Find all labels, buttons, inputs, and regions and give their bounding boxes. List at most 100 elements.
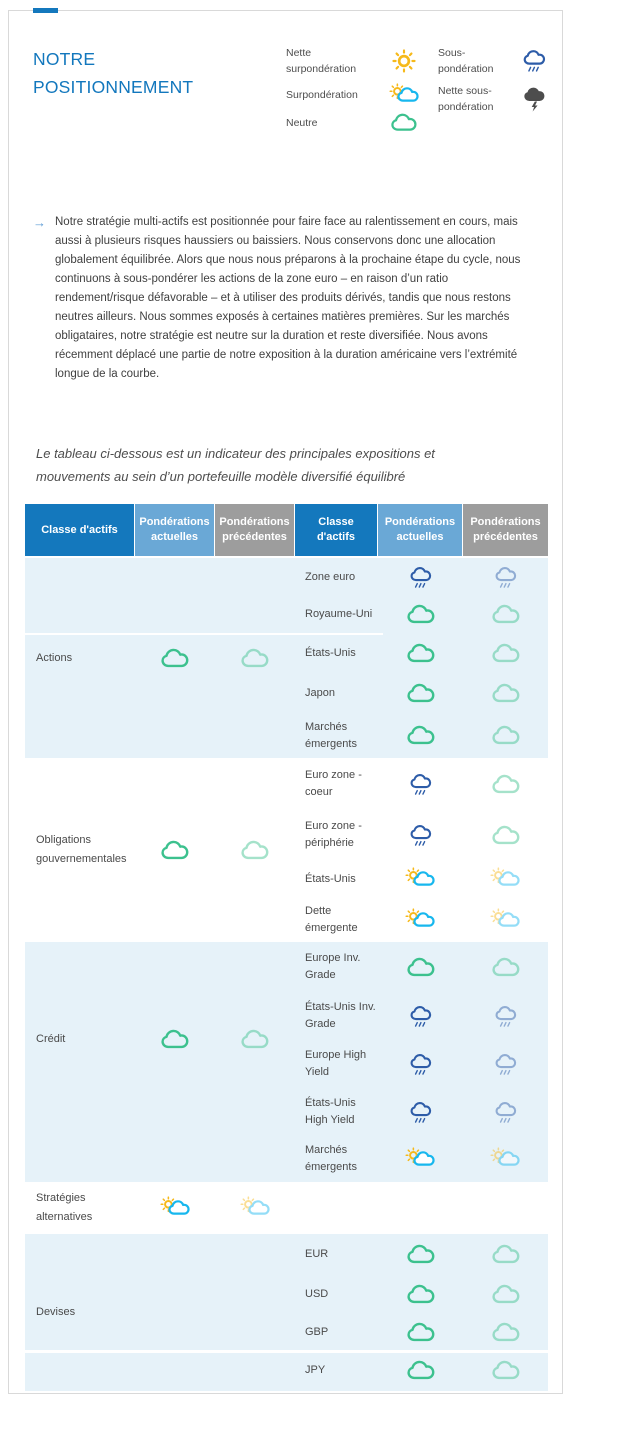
cloud-green-icon (406, 1359, 436, 1381)
table-header-cell: Pondérations actuelles (135, 504, 215, 556)
asset-subclass-cell: Euro zone - coeur (295, 758, 378, 810)
rain-cloud-icon (407, 772, 434, 797)
sun-cloud-icon (239, 1196, 272, 1219)
asset-subclass-label: GBP (305, 1325, 329, 1338)
row-group-separator (25, 1350, 548, 1353)
page: { "colors": { "accent_blue": "#1478bd", … (0, 8, 629, 1394)
legend-label: Neutre (286, 116, 318, 129)
table-header-row: Classe d'actifs Pondérations actuelles Pon… (25, 504, 548, 556)
current-weighting-cell (378, 1350, 463, 1391)
legend-item: Neutre (286, 112, 428, 133)
rain-cloud-icon (492, 1100, 519, 1125)
previous-weighting-cell (215, 942, 295, 1136)
table-section-cr-dit: Crédit Europe Inv. Grade États-Unis Inv. G… (25, 942, 548, 1182)
current-weighting-cell (378, 1136, 463, 1182)
previous-weighting-cell (463, 633, 548, 673)
previous-weighting-cell (463, 992, 548, 1040)
current-weighting-cell (378, 942, 463, 992)
cloud-green-icon (406, 1243, 436, 1265)
current-weighting-cell (135, 558, 215, 758)
current-weighting-cell (135, 942, 215, 1136)
asset-subclass-label: USD (305, 1287, 329, 1300)
legend-label: Surpondération (286, 88, 358, 101)
commentary-block: → Notre stratégie multi-actifs est posit… (33, 213, 538, 384)
cloud-green-icon (406, 642, 436, 664)
current-weighting-cell (378, 1314, 463, 1350)
cloud-green-icon (406, 1321, 436, 1343)
asset-class-cell: Obligations gouvernementales (25, 758, 135, 942)
current-weighting-cell (378, 1040, 463, 1088)
sun-cloud-icon (404, 908, 437, 931)
sun-cloud-icon (159, 1196, 192, 1219)
cloud-green-icon (160, 839, 190, 861)
positioning-table: Classe d'actifs Pondérations actuelles Pon… (25, 504, 548, 1391)
legend-icon-cell (508, 48, 560, 73)
previous-weighting-cell (463, 596, 548, 633)
cloud-green-icon (491, 773, 521, 795)
sun-cloud-icon (388, 83, 421, 106)
rain-cloud-icon (407, 1100, 434, 1125)
table-header-cell: Pondérations précédentes (463, 504, 548, 556)
asset-subclass-label: Marchés émergents (305, 1144, 357, 1173)
asset-subclass-label: États-Unis High Yield (305, 1097, 356, 1126)
sun-cloud-icon (404, 867, 437, 890)
previous-weighting-cell (463, 942, 548, 992)
cloud-green-icon (406, 1283, 436, 1305)
sun-cloud-icon (404, 1147, 437, 1170)
cloud-green-icon (491, 682, 521, 704)
previous-weighting-cell (463, 558, 548, 596)
cloud-green-icon (240, 839, 270, 861)
current-weighting-cell (378, 1234, 463, 1274)
asset-subclass-cell: EUR (295, 1234, 378, 1274)
current-weighting-cell (378, 633, 463, 673)
storm-cloud-icon (520, 85, 548, 113)
asset-subclass-cell: Marchés émergents (295, 1136, 378, 1182)
previous-weighting-cell (215, 758, 295, 942)
rain-cloud-icon (492, 1004, 519, 1029)
card-header: NOTRE POSITIONNEMENT Nette surpondératio… (9, 11, 562, 163)
legend-item: Surpondération (286, 83, 428, 106)
cloud-green-icon (491, 956, 521, 978)
sun-cloud-icon (489, 1147, 522, 1170)
current-weighting-cell (378, 1274, 463, 1314)
previous-weighting-cell (463, 1234, 548, 1274)
rain-cloud-icon (492, 1052, 519, 1077)
previous-weighting-cell (463, 673, 548, 713)
asset-subclass-label: EUR (305, 1247, 329, 1260)
cloud-green-icon (491, 824, 521, 846)
cloud-green-icon (406, 603, 436, 625)
table-header-cell: Pondérations précédentes (215, 504, 295, 556)
asset-subclass-cell: États-Unis (295, 860, 378, 898)
asset-subclass-cell: Europe Inv. Grade (295, 942, 378, 992)
current-weighting-cell (378, 860, 463, 898)
asset-subclass-label: JPY (305, 1364, 326, 1376)
rain-cloud-icon (407, 1052, 434, 1077)
asset-subclass-label: Marchés émergents (305, 720, 357, 750)
cloud-green-icon (491, 724, 521, 746)
asset-subclass-cell: GBP (295, 1314, 378, 1350)
asset-subclass-label: États-Unis (305, 872, 356, 885)
asset-subclass-label: Japon (305, 686, 335, 699)
previous-weighting-cell (463, 1274, 548, 1314)
rain-cloud-icon (407, 1004, 434, 1029)
asset-class-label: Stratégies alternatives (36, 1192, 93, 1223)
cloud-green-icon (406, 724, 436, 746)
current-weighting-cell (378, 992, 463, 1040)
asset-subclass-cell: États-Unis High Yield (295, 1088, 378, 1136)
rain-cloud-icon (520, 48, 548, 73)
current-weighting-cell (378, 558, 463, 596)
asset-subclass-cell: Zone euro (295, 558, 378, 596)
rain-cloud-icon (492, 565, 519, 590)
asset-subclass-label: Royaume-Uni (305, 608, 373, 620)
cloud-green-icon (491, 642, 521, 664)
asset-subclass-cell: États-Unis Inv. Grade (295, 992, 378, 1040)
asset-subclass-cell: Europe High Yield (295, 1040, 378, 1088)
asset-class-cell: Actions (25, 558, 135, 758)
table-section-obligations-gouvernementales: Obligations gouvernementales Euro zone - … (25, 758, 548, 942)
current-weighting-cell (378, 758, 463, 810)
table-section-actions: Actions Zone euro Royaume-Uni États-Unis Jap… (25, 558, 548, 758)
cloud-green-icon (160, 647, 190, 669)
asset-subclass-cell: JPY (295, 1350, 378, 1391)
current-weighting-cell (135, 758, 215, 942)
asset-subclass-label: Euro zone - périphérie (305, 820, 362, 849)
